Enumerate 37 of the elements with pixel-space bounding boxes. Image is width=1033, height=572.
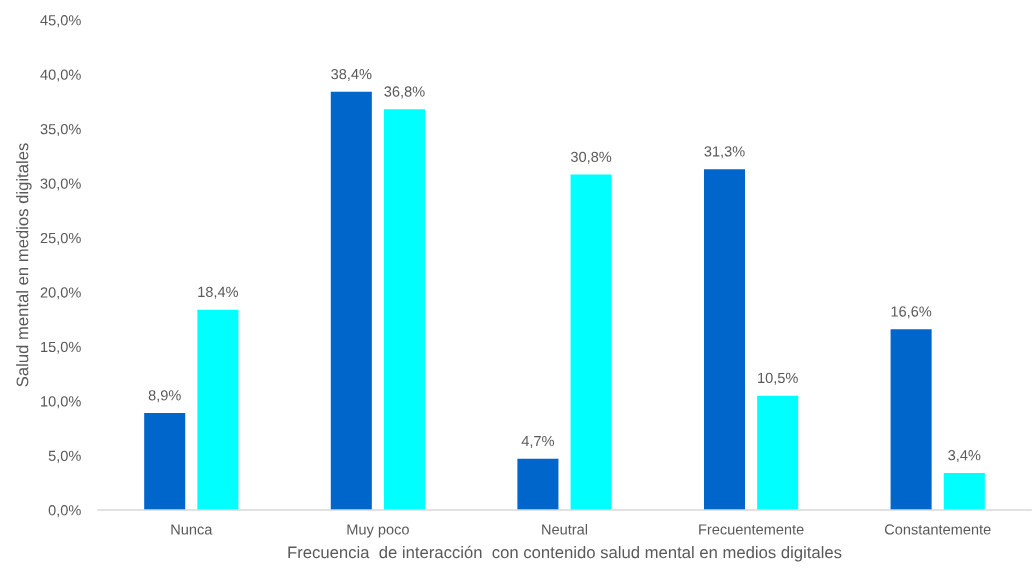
x-tick-label: Frecuentemente (699, 524, 804, 535)
bar (383, 109, 426, 510)
bar (943, 472, 985, 510)
y-tick-label: 35,0% (40, 123, 81, 137)
y-tick-label: 5,0% (48, 450, 81, 463)
bar (144, 413, 186, 510)
y-tick-label: 45,0% (40, 15, 81, 28)
y-tick-label: 15,0% (41, 341, 81, 354)
data-label: 18,4% (198, 286, 239, 299)
y-tick-label: 20,0% (40, 287, 81, 300)
data-label: 8,9% (148, 390, 181, 403)
data-label: 36,8% (384, 86, 425, 99)
x-tick-label: Muy poco (347, 524, 409, 538)
bar (757, 395, 799, 510)
data-label: 4,7% (521, 435, 555, 448)
y-tick-label: 40,0% (40, 69, 81, 82)
y-tick-label: 0,0% (48, 505, 81, 518)
data-label: 38,4% (331, 68, 372, 81)
bar (330, 91, 372, 510)
y-tick-label: 30,0% (40, 178, 81, 191)
bar (197, 309, 239, 510)
x-tick-label: Nunca (171, 524, 213, 535)
data-label: 31,3% (704, 146, 745, 159)
y-axis-title: Salud mental en medios digitales (16, 143, 32, 387)
bar (890, 329, 932, 510)
data-label: 30,8% (570, 151, 612, 164)
x-axis-title: Frecuencia de interacción con contenido salud mental en medios digitales (288, 545, 842, 562)
y-tick-label: 25,0% (40, 232, 81, 245)
data-label: 10,5% (758, 372, 798, 385)
x-tick-label: Constantemente (884, 524, 991, 535)
y-tick-label: 10,0% (41, 396, 81, 409)
bar (570, 174, 612, 510)
data-label: 3,4% (948, 450, 981, 463)
bar (517, 458, 559, 510)
x-tick-label: Neutral (542, 523, 588, 535)
data-label: 16,6% (891, 306, 932, 319)
bar (703, 169, 746, 510)
